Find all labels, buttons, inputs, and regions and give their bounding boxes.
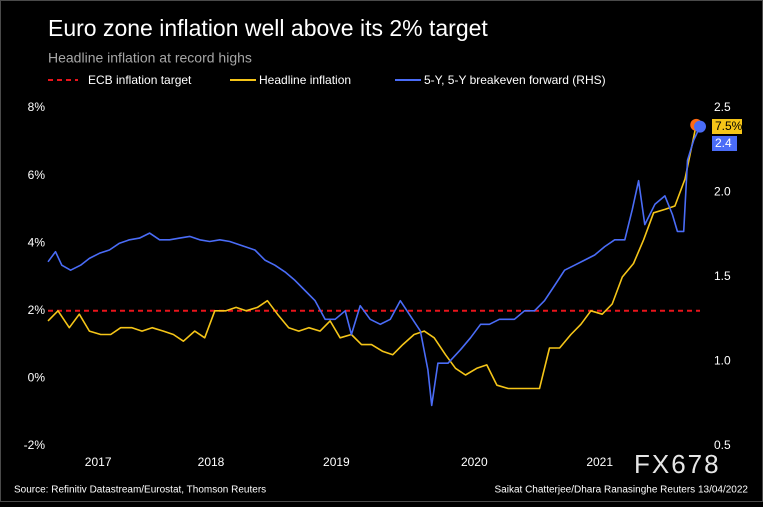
y2-tick-label: 1.5 [714,269,731,283]
source: Source: Refinitiv Datastream/Eurostat, T… [14,485,266,496]
chart-title: Euro zone inflation well above its 2% ta… [48,15,488,41]
legend-label: 5-Y, 5-Y breakeven forward (RHS) [424,73,606,87]
legend-label: Headline inflation [259,73,351,87]
x-tick-label: 2017 [85,455,112,469]
y2-tick-label: 2.0 [714,185,731,199]
y2-tick-label: 0.5 [714,438,731,452]
series-line [47,126,701,407]
end-label-box [712,136,737,151]
legend-label: ECB inflation target [88,73,192,87]
y-tick-label: 2% [28,303,46,317]
credit: Saikat Chatterjee/Dhara Ranasinghe Reute… [495,485,749,496]
x-tick-label: 2021 [586,455,613,469]
y-tick-label: 4% [28,235,46,249]
y-tick-label: -2% [24,438,46,452]
series-line [47,124,697,390]
end-label: 7.5% [715,119,743,133]
y2-tick-label: 2.5 [714,100,731,114]
y2-tick-label: 1.0 [714,354,731,368]
x-tick-label: 2019 [323,455,350,469]
y-tick-label: 8% [28,100,46,114]
end-marker [694,120,706,133]
end-label-box [712,119,742,134]
x-tick-label: 2020 [461,455,488,469]
end-label: 2.4 [715,136,732,150]
chart-subtitle: Headline inflation at record highs [48,50,252,66]
y-tick-label: 0% [28,371,46,385]
y-tick-label: 6% [28,168,46,182]
watermark: FX678 [634,449,721,479]
x-tick-label: 2018 [198,455,225,469]
